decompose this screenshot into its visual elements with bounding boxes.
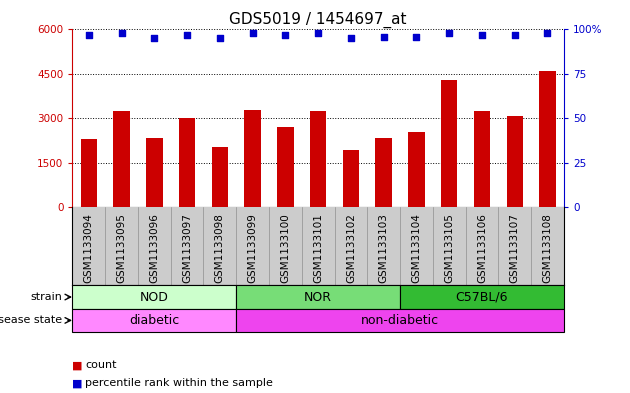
Bar — [113, 111, 130, 208]
Point — [313, 30, 323, 36]
Point — [411, 33, 421, 40]
Bar — [72, 285, 236, 309]
Bar — [81, 139, 97, 208]
Point — [248, 30, 258, 36]
Text: disease state: disease state — [0, 316, 62, 325]
Point — [280, 32, 290, 38]
Point — [149, 35, 159, 42]
Text: C57BL/6: C57BL/6 — [455, 290, 508, 303]
Text: percentile rank within the sample: percentile rank within the sample — [85, 378, 273, 388]
Text: NOR: NOR — [304, 290, 332, 303]
Point — [346, 35, 356, 42]
Text: GSM1133108: GSM1133108 — [542, 213, 553, 283]
Title: GDS5019 / 1454697_at: GDS5019 / 1454697_at — [229, 12, 407, 28]
Bar — [310, 111, 326, 208]
Text: GSM1133096: GSM1133096 — [149, 213, 159, 283]
Bar — [146, 138, 163, 208]
Text: strain: strain — [31, 292, 62, 302]
Text: GSM1133097: GSM1133097 — [182, 213, 192, 283]
Text: GSM1133095: GSM1133095 — [117, 213, 127, 283]
Text: ■: ■ — [72, 378, 83, 388]
Point — [542, 30, 553, 36]
Point — [215, 35, 225, 42]
Text: GSM1133100: GSM1133100 — [280, 213, 290, 283]
Text: GSM1133098: GSM1133098 — [215, 213, 225, 283]
Point — [477, 32, 487, 38]
Point — [510, 32, 520, 38]
Bar — [507, 116, 523, 208]
Bar — [236, 309, 564, 332]
Point — [84, 32, 94, 38]
Point — [379, 33, 389, 40]
Point — [182, 32, 192, 38]
Bar — [277, 127, 294, 208]
Bar — [343, 150, 359, 208]
Bar — [179, 118, 195, 208]
Point — [117, 30, 127, 36]
Bar — [400, 285, 564, 309]
Text: GSM1133103: GSM1133103 — [379, 213, 389, 283]
Text: GSM1133101: GSM1133101 — [313, 213, 323, 283]
Text: GSM1133105: GSM1133105 — [444, 213, 454, 283]
Bar — [244, 110, 261, 208]
Bar — [441, 80, 457, 208]
Bar — [408, 132, 425, 208]
Bar — [539, 71, 556, 208]
Text: non-diabetic: non-diabetic — [361, 314, 439, 327]
Bar — [236, 285, 400, 309]
Text: count: count — [85, 360, 117, 371]
Text: diabetic: diabetic — [129, 314, 180, 327]
Text: GSM1133099: GSM1133099 — [248, 213, 258, 283]
Bar — [212, 147, 228, 208]
Bar — [72, 309, 236, 332]
Point — [444, 30, 454, 36]
Text: NOD: NOD — [140, 290, 169, 303]
Text: GSM1133094: GSM1133094 — [84, 213, 94, 283]
Text: GSM1133102: GSM1133102 — [346, 213, 356, 283]
Text: GSM1133106: GSM1133106 — [477, 213, 487, 283]
Bar — [474, 111, 490, 208]
Text: GSM1133104: GSM1133104 — [411, 213, 421, 283]
Text: GSM1133107: GSM1133107 — [510, 213, 520, 283]
Bar — [375, 138, 392, 208]
Text: ■: ■ — [72, 360, 83, 371]
